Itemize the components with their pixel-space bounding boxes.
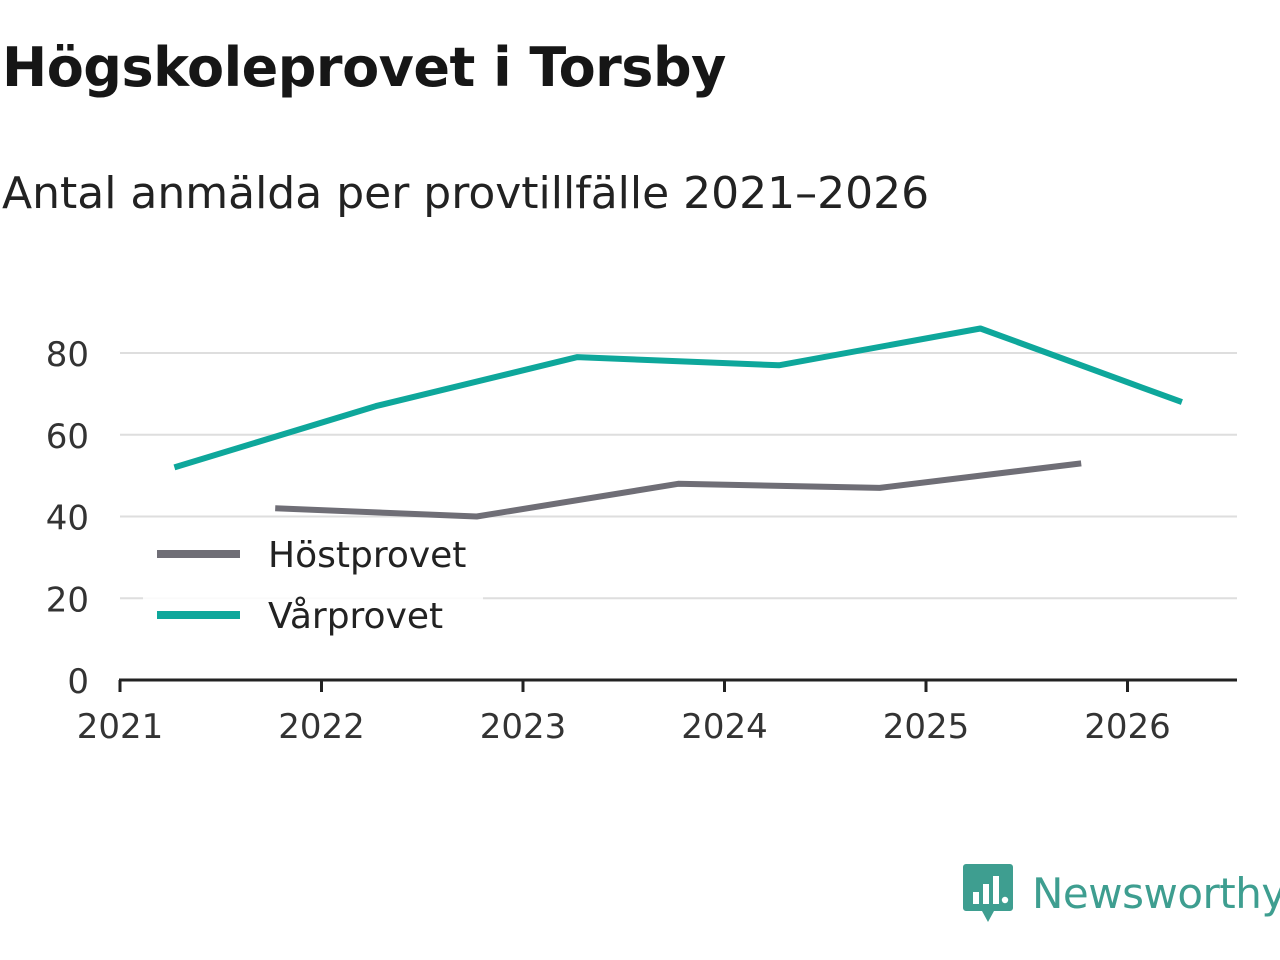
legend-label: Vårprovet (268, 596, 443, 637)
series-line-varprovet (173, 325, 1183, 471)
series-line-hostprovet (275, 460, 1082, 520)
legend-label: Höstprovet (268, 535, 466, 576)
chart-subtitle: Antal anmälda per provtillfälle 2021–202… (2, 168, 930, 219)
x-tick-label: 2023 (480, 707, 567, 747)
y-tick-label: 80 (46, 335, 89, 375)
legend: Höstprovet Vårprovet (143, 528, 483, 646)
series-lines (173, 325, 1183, 520)
x-tick-label: 2026 (1084, 707, 1171, 747)
y-tick-label: 0 (67, 662, 89, 702)
x-axis: 2021 2022 2023 2024 2025 2026 (77, 678, 1237, 747)
newsworthy-logo: Newsworthy (962, 862, 1280, 924)
y-tick-label: 20 (46, 580, 89, 620)
y-tick-label: 60 (46, 417, 89, 457)
x-tick-label: 2025 (883, 707, 970, 747)
x-tick-label: 2022 (278, 707, 365, 747)
y-axis-tick-labels: 0 20 40 60 80 (46, 335, 89, 702)
x-tick-label: 2024 (681, 707, 768, 747)
chart-title: Högskoleprovet i Torsby (2, 36, 726, 99)
legend-background (143, 528, 483, 646)
newsworthy-logo-icon (963, 864, 1013, 922)
x-tick-label: 2021 (77, 707, 164, 747)
y-tick-label: 40 (46, 499, 89, 539)
newsworthy-logo-text: Newsworthy (1032, 868, 1280, 918)
